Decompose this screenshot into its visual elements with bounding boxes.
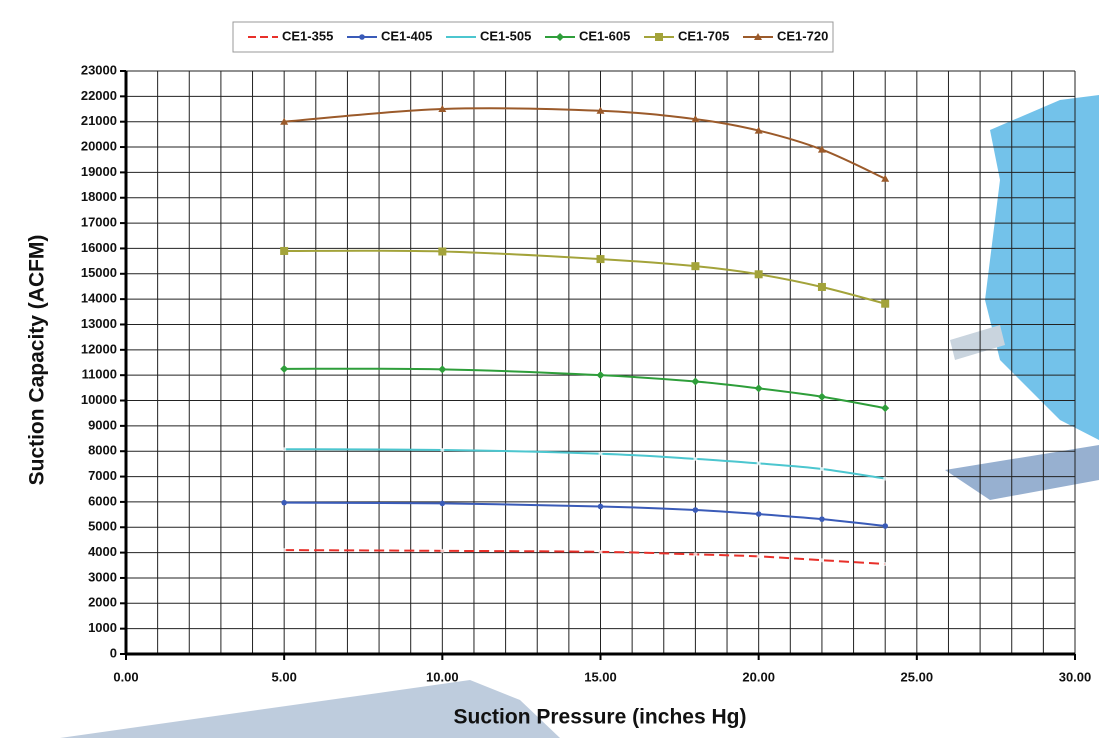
series-line: [284, 367, 886, 410]
series-line: [284, 249, 886, 305]
point: [881, 404, 890, 413]
legend-marker: [655, 33, 663, 41]
point: [754, 270, 763, 279]
legend-label: CE1-705: [678, 28, 729, 43]
legend-label: CE1-405: [381, 28, 432, 43]
legend-marker: [556, 33, 564, 41]
y-tick-label: 17000: [81, 215, 117, 230]
x-tick-label: 25.00: [901, 669, 934, 684]
point: [281, 499, 287, 506]
legend-label: CE1-505: [480, 28, 531, 43]
point: [755, 511, 762, 517]
point: [692, 507, 699, 513]
point: [756, 461, 761, 466]
point: [819, 516, 825, 522]
y-tick-label: 20000: [81, 138, 117, 153]
point: [280, 117, 289, 125]
plot-area: [120, 70, 1076, 660]
y-axis-title: Suction Capacity (ACFM): [26, 235, 49, 486]
y-tick-label: 14000: [81, 291, 117, 306]
y-tick-label: 9000: [88, 417, 117, 432]
y-tick-label: 0: [110, 645, 117, 660]
y-tick-label: 23000: [81, 62, 117, 77]
point: [819, 558, 824, 563]
y-tick-label: 12000: [81, 341, 117, 356]
background-art: [60, 95, 1099, 738]
legend-box: [232, 21, 834, 53]
y-tick-label: 15000: [81, 265, 117, 280]
series-line: [284, 549, 886, 566]
point: [282, 548, 287, 553]
point: [282, 447, 287, 452]
x-tick-label: 10.00: [426, 669, 459, 684]
point: [754, 384, 763, 393]
x-tick-label: 20.00: [742, 669, 775, 684]
y-tick-label: 21000: [81, 113, 117, 128]
x-axis-title: Suction Pressure (inches Hg): [454, 706, 747, 729]
point: [280, 364, 289, 373]
point: [817, 282, 826, 291]
point: [693, 456, 698, 461]
y-tick-label: 5000: [88, 519, 117, 534]
point: [438, 365, 447, 374]
point: [598, 451, 603, 456]
point: [881, 174, 890, 182]
point: [881, 299, 890, 308]
point: [883, 562, 888, 567]
point: [440, 447, 445, 452]
y-tick-label: 10000: [81, 392, 117, 407]
y-tick-label: 7000: [88, 468, 117, 483]
y-tick-label: 13000: [81, 316, 117, 331]
point: [756, 554, 761, 559]
point: [819, 466, 824, 471]
y-tick-label: 3000: [88, 569, 117, 584]
legend-marker: [359, 34, 365, 40]
y-tick-label: 1000: [88, 620, 117, 635]
legend-marker: [754, 33, 762, 40]
point: [438, 105, 447, 113]
y-tick-label: 18000: [81, 189, 117, 204]
y-tick-label: 19000: [81, 164, 117, 179]
series-line: [284, 107, 886, 180]
legend-label: CE1-720: [777, 28, 828, 43]
point: [596, 255, 605, 264]
point: [817, 392, 826, 401]
point: [691, 262, 700, 271]
point: [693, 552, 698, 557]
x-tick-label: 5.00: [272, 669, 297, 684]
y-tick-label: 8000: [88, 443, 117, 458]
point: [439, 500, 446, 507]
point: [596, 371, 605, 380]
point: [598, 549, 603, 554]
y-tick-label: 11000: [82, 367, 117, 382]
point: [597, 503, 604, 510]
y-tick-label: 2000: [88, 595, 117, 610]
point: [440, 548, 445, 553]
point: [883, 476, 888, 481]
point: [691, 377, 700, 386]
point: [438, 247, 447, 256]
y-tick-label: 4000: [88, 544, 117, 559]
y-tick-label: 6000: [88, 493, 117, 508]
point: [882, 523, 888, 529]
point: [280, 246, 289, 255]
x-tick-label: 15.00: [584, 669, 617, 684]
y-tick-label: 16000: [81, 240, 117, 255]
point: [691, 115, 700, 123]
x-tick-label: 0.00: [113, 669, 138, 684]
legend-label: CE1-605: [579, 28, 630, 43]
x-tick-label: 30.00: [1059, 669, 1092, 684]
point: [596, 106, 605, 114]
point: [754, 126, 763, 134]
point: [817, 145, 826, 153]
series-line: [284, 501, 886, 527]
series-line: [284, 448, 886, 480]
y-tick-label: 22000: [81, 88, 117, 103]
legend-label: CE1-355: [282, 28, 333, 43]
